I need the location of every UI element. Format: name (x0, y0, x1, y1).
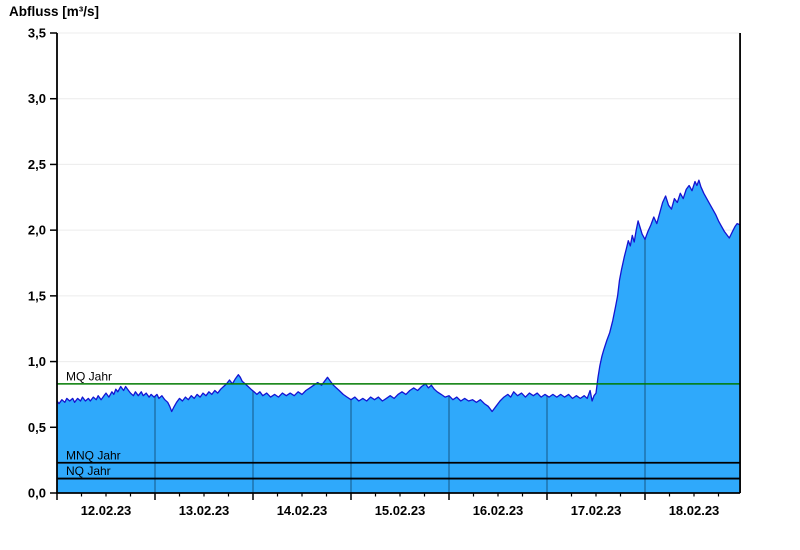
x-tick-label: 15.02.23 (375, 503, 426, 518)
discharge-curve (56, 179, 741, 413)
mq-reference-label: MQ Jahr (66, 369, 112, 383)
mnq-reference-label: MNQ Jahr (66, 448, 121, 462)
y-tick-label: 2,0 (28, 223, 46, 238)
y-tick-label: 0,5 (28, 420, 46, 435)
x-tick-label: 18.02.23 (669, 503, 720, 518)
y-tick-label: 1,0 (28, 354, 46, 369)
x-tick-label: 13.02.23 (179, 503, 230, 518)
x-tick-label: 17.02.23 (571, 503, 622, 518)
x-tick-label: 14.02.23 (277, 503, 328, 518)
x-tick-label: 16.02.23 (473, 503, 524, 518)
y-tick-label: 1,5 (28, 288, 46, 303)
y-tick-label: 0,0 (28, 486, 46, 501)
discharge-area (57, 180, 741, 493)
nq-reference-label: NQ Jahr (66, 464, 111, 478)
y-tick-label: 2,5 (28, 157, 46, 172)
y-tick-label: 3,0 (28, 91, 46, 106)
chart-title: Abfluss [m³/s] (9, 4, 100, 19)
x-tick-label: 12.02.23 (81, 503, 132, 518)
y-tick-label: 3,5 (28, 26, 46, 41)
